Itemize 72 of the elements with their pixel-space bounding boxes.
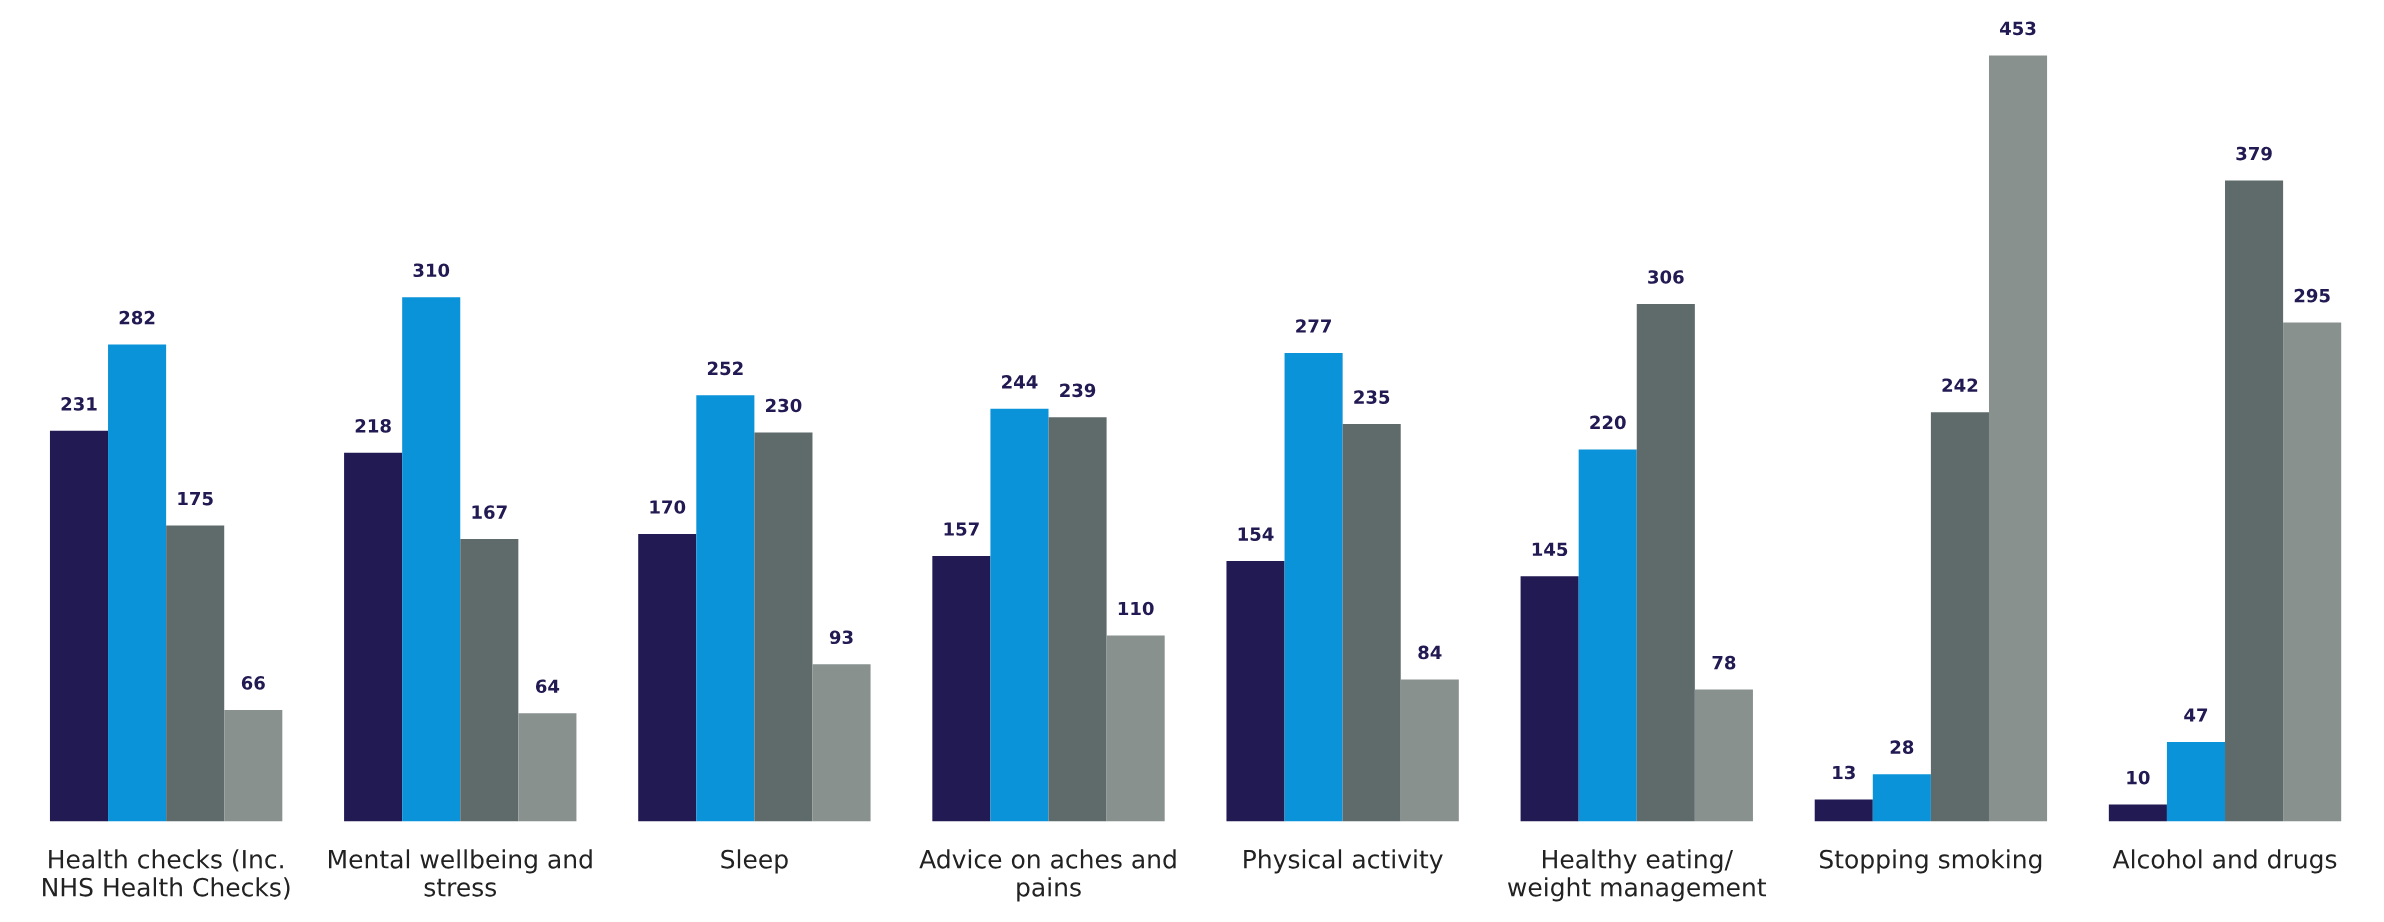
data-label: 231 — [61, 397, 97, 411]
data-label: 306 — [1648, 270, 1684, 284]
x-tick-label: Stopping smoking — [1819, 849, 2042, 874]
bar — [1636, 304, 1695, 822]
bar — [1284, 353, 1343, 822]
bar — [2225, 180, 2284, 822]
data-label: 242 — [1942, 378, 1978, 392]
data-label: 64 — [535, 679, 560, 694]
data-label: 230 — [766, 398, 802, 413]
data-label: 110 — [1118, 601, 1154, 616]
data-label: 235 — [1354, 390, 1390, 404]
bar — [1872, 774, 1931, 822]
x-tick-label: Healthy eating/ weight management — [1507, 849, 1767, 902]
bar — [812, 664, 871, 822]
data-label: 252 — [707, 361, 743, 376]
data-label: 28 — [1890, 740, 1914, 754]
data-label: 379 — [2236, 146, 2272, 161]
bar — [1578, 449, 1637, 822]
bar — [1694, 689, 1753, 822]
data-label: 93 — [829, 630, 853, 645]
data-label: 78 — [1712, 655, 1736, 670]
data-label: 239 — [1060, 383, 1096, 398]
bar — [344, 452, 403, 822]
bar — [49, 430, 109, 822]
bar — [1814, 799, 1873, 822]
data-label: 145 — [1532, 542, 1568, 557]
data-label: 47 — [2184, 708, 2208, 722]
data-label: 175 — [178, 491, 213, 506]
x-tick-label: Advice on aches and pains — [919, 849, 1176, 902]
bar — [1930, 412, 1989, 822]
bar — [460, 539, 519, 822]
x-tick-label: Sleep — [721, 849, 788, 874]
data-label: 310 — [413, 263, 450, 278]
data-label: 10 — [2127, 770, 2150, 785]
bar — [1342, 424, 1401, 822]
bar — [1226, 561, 1285, 822]
data-label: 453 — [1999, 21, 2036, 36]
bar — [224, 709, 283, 822]
bar — [166, 525, 225, 822]
bar — [1988, 55, 2048, 822]
data-label: 170 — [650, 500, 686, 514]
bar — [638, 534, 697, 822]
x-tick-label: Health checks (Inc. NHS Health Checks) — [43, 849, 290, 900]
data-label: 13 — [1833, 765, 1855, 780]
data-label: 282 — [119, 310, 155, 325]
bar — [402, 297, 461, 822]
bar — [696, 395, 755, 822]
bar — [2283, 322, 2342, 822]
data-label: 218 — [355, 419, 391, 433]
bar — [1400, 679, 1459, 822]
bar — [754, 432, 813, 822]
data-label: 277 — [1296, 319, 1331, 333]
x-tick-label: Physical activity — [1244, 849, 1443, 874]
bar — [1520, 576, 1579, 822]
bar — [518, 713, 577, 822]
bar — [2166, 742, 2226, 822]
bar — [108, 344, 167, 822]
bar — [1106, 635, 1165, 822]
bar — [1048, 417, 1107, 822]
bar — [990, 408, 1049, 822]
data-label: 244 — [1002, 375, 1038, 389]
x-tick-label: Alcohol and drugs — [2112, 849, 2337, 874]
data-label: 154 — [1238, 527, 1274, 541]
bar — [932, 555, 991, 822]
data-label: 84 — [1418, 645, 1442, 660]
data-label: 220 — [1590, 415, 1626, 430]
data-label: 167 — [472, 505, 507, 519]
data-label: 66 — [241, 676, 265, 690]
x-tick-label: Mental wellbeing and stress — [329, 849, 592, 897]
data-label: 157 — [944, 522, 979, 536]
bar — [2108, 804, 2167, 822]
data-label: 295 — [2294, 288, 2330, 303]
